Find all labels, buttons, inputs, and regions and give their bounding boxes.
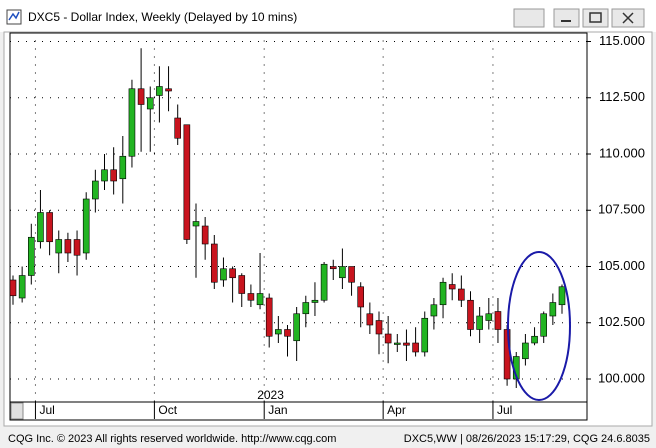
candle-body [73, 239, 81, 256]
candle-body [522, 342, 529, 360]
x-tick-label: Apr [387, 403, 406, 417]
candle-body [329, 266, 337, 270]
candle-body [46, 212, 53, 243]
plot-frame [9, 32, 588, 421]
candle-body [64, 239, 72, 254]
y-tick-label: 115.000 [599, 33, 645, 48]
candle-body [256, 293, 264, 306]
candle-body [485, 313, 493, 321]
candle-body [476, 315, 483, 330]
candle-body [9, 279, 17, 297]
candle-body [467, 299, 474, 330]
candle-body [165, 88, 172, 92]
candle-body [137, 88, 145, 105]
candle-body [229, 268, 236, 279]
candle-body [110, 169, 117, 182]
candle-body [92, 180, 99, 200]
candle-body [18, 275, 26, 299]
candle-body [403, 342, 410, 346]
candle-body [156, 86, 163, 96]
x-tick-label: Oct [158, 403, 177, 417]
candle-body [37, 212, 44, 243]
y-tick-label: 107.500 [598, 202, 645, 217]
candle-body [494, 311, 502, 330]
candle-body [375, 320, 383, 335]
y-tick-label: 105.000 [598, 258, 645, 273]
candle-body [366, 313, 374, 326]
candle-body [183, 124, 191, 240]
candle-body [549, 302, 557, 317]
candle-body [238, 275, 246, 294]
candle-body [302, 302, 310, 315]
window-title: DXC5 - Dollar Index, Weekly (Delayed by … [28, 10, 297, 24]
candle-body [174, 117, 181, 139]
candle-body [220, 268, 227, 281]
candle-body [540, 313, 548, 337]
candle-body [101, 169, 108, 182]
candle-body [247, 293, 255, 301]
y-tick-label: 100.000 [598, 370, 645, 385]
candle-body [320, 263, 328, 301]
minimize-button[interactable] [553, 8, 580, 28]
candle-body [265, 297, 273, 337]
y-tick-label: 110.000 [599, 145, 645, 160]
candle-body [27, 236, 35, 276]
candle-body [458, 288, 465, 301]
maximize-button[interactable] [582, 8, 609, 28]
candle-body [82, 198, 90, 254]
candle-body [393, 342, 401, 345]
y-tick-label: 102.500 [598, 314, 645, 329]
candle-body [128, 88, 136, 157]
candle-body [119, 155, 127, 180]
link-button[interactable] [513, 8, 545, 28]
candle-body [211, 243, 218, 283]
candle-body [311, 299, 319, 303]
title-bar [0, 0, 656, 32]
candle-body [357, 286, 365, 308]
x-tick-label: Jan [268, 403, 287, 417]
candle-body [448, 284, 456, 290]
x-tick-label: Jul [39, 403, 54, 417]
app-icon-line [8, 11, 20, 21]
candle-body [430, 304, 438, 317]
candle-body [439, 281, 447, 306]
candle-body [421, 317, 429, 353]
candle-body [384, 333, 392, 344]
year-label: 2023 [257, 388, 284, 402]
candle-body [412, 342, 419, 353]
candle-body [348, 266, 355, 283]
highlight-ellipse [507, 251, 571, 401]
footer-right: DXC5,WW | 08/26/2023 15:17:29, CQG 24.6.… [404, 433, 650, 445]
candle-body [339, 266, 346, 279]
x-tick-label: Jul [497, 403, 512, 417]
scroll-box[interactable] [10, 402, 24, 420]
y-tick-label: 112.500 [599, 89, 645, 104]
candle-body [531, 335, 538, 344]
candle-body [55, 239, 63, 254]
footer-left: CQG Inc. © 2023 All rights reserved worl… [8, 433, 336, 445]
candle-body [293, 313, 300, 342]
candle-body [192, 221, 200, 227]
candle-body [275, 329, 282, 335]
candle-body [201, 225, 209, 245]
candle-body [146, 97, 154, 110]
candle-body [558, 286, 566, 306]
candle-body [284, 329, 291, 337]
